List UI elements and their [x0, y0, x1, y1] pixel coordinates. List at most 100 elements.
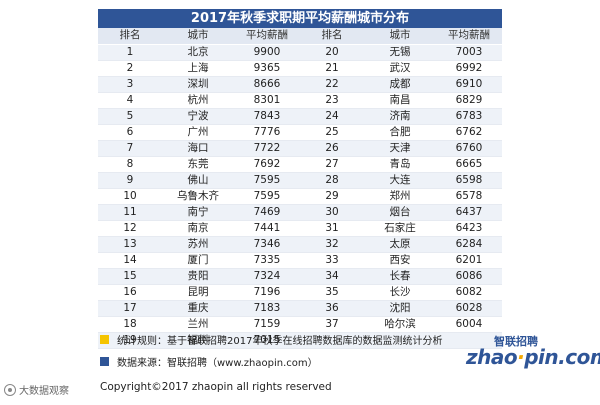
- column-header-salary: 平均薪酬: [436, 28, 502, 45]
- rank-cell: 14: [98, 252, 162, 269]
- table-row: 2 上海 9365 21 武汉 6992: [98, 60, 502, 77]
- city-cell: 乌鲁木齐: [162, 188, 234, 205]
- rank-cell: 22: [300, 76, 364, 93]
- note-source: 数据来源：智联招聘（www.zhaopin.com）: [100, 353, 442, 369]
- rank-cell: 34: [300, 268, 364, 285]
- salary-cell: 8301: [234, 92, 300, 109]
- table-row: 7 海口 7722 26 天津 6760: [98, 140, 502, 157]
- salary-cell: 7595: [234, 188, 300, 205]
- salary-cell: 7595: [234, 172, 300, 189]
- city-cell: 石家庄: [364, 220, 436, 237]
- city-cell: 海口: [162, 140, 234, 157]
- rank-cell: 7: [98, 140, 162, 157]
- table-row: 12 南京 7441 31 石家庄 6423: [98, 220, 502, 237]
- rank-cell: 5: [98, 108, 162, 125]
- table-body: 1 北京 9900 20 无锡 7003 2 上海 9365 21 武汉 6992 3 深圳 8666 22 成…: [98, 44, 502, 349]
- rank-cell: 4: [98, 92, 162, 109]
- city-cell: 昆明: [162, 284, 234, 301]
- salary-cell: 6783: [436, 108, 502, 125]
- salary-table-panel: 2017年秋季求职期平均薪酬城市分布 排名 城市 平均薪酬 排名 城市 平均薪酬…: [98, 9, 502, 349]
- table-row: 16 昆明 7196 35 长沙 6082: [98, 284, 502, 301]
- table-row: 9 佛山 7595 28 大连 6598: [98, 172, 502, 189]
- table-header-row: 排名 城市 平均薪酬 排名 城市 平均薪酬: [98, 28, 502, 45]
- table-row: 6 广州 7776 25 合肥 6762: [98, 124, 502, 141]
- copyright: Copyright©2017 zhaopin all rights reserv…: [100, 381, 332, 393]
- city-cell: [364, 332, 436, 349]
- city-cell: 北京: [162, 44, 234, 61]
- rank-cell: 2: [98, 60, 162, 77]
- city-cell: 无锡: [364, 44, 436, 61]
- salary-cell: 6910: [436, 76, 502, 93]
- rank-cell: 37: [300, 316, 364, 333]
- salary-cell: 6762: [436, 124, 502, 141]
- city-cell: 青岛: [364, 156, 436, 173]
- rank-cell: 21: [300, 60, 364, 77]
- city-cell: 宁波: [162, 108, 234, 125]
- salary-cell: 6028: [436, 300, 502, 317]
- rank-cell: 31: [300, 220, 364, 237]
- salary-cell: 7441: [234, 220, 300, 237]
- salary-cell: 6284: [436, 236, 502, 253]
- city-cell: 太原: [364, 236, 436, 253]
- salary-cell: 6829: [436, 92, 502, 109]
- salary-cell: 7692: [234, 156, 300, 173]
- table-title: 2017年秋季求职期平均薪酬城市分布: [98, 9, 502, 28]
- rank-cell: 29: [300, 188, 364, 205]
- salary-cell: 8666: [234, 76, 300, 93]
- city-cell: 烟台: [364, 204, 436, 221]
- logo-wordmark: zhao·pin.com: [466, 345, 600, 369]
- city-cell: 合肥: [364, 124, 436, 141]
- rank-cell: 8: [98, 156, 162, 173]
- table-row: 19 福州 7015: [98, 332, 502, 349]
- table-row: 3 深圳 8666 22 成都 6910: [98, 76, 502, 93]
- city-cell: 西安: [364, 252, 436, 269]
- rank-cell: 9: [98, 172, 162, 189]
- column-header-rank: 排名: [98, 28, 162, 45]
- rank-cell: 10: [98, 188, 162, 205]
- table-row: 10 乌鲁木齐 7595 29 郑州 6578: [98, 188, 502, 205]
- salary-cell: 6992: [436, 60, 502, 77]
- salary-cell: 6423: [436, 220, 502, 237]
- city-cell: 上海: [162, 60, 234, 77]
- salary-cell: 9365: [234, 60, 300, 77]
- city-cell: 南京: [162, 220, 234, 237]
- salary-cell: 7159: [234, 316, 300, 333]
- column-header-salary: 平均薪酬: [234, 28, 300, 45]
- rank-cell: 16: [98, 284, 162, 301]
- city-cell: 东莞: [162, 156, 234, 173]
- city-cell: 深圳: [162, 76, 234, 93]
- salary-cell: 7183: [234, 300, 300, 317]
- table-row: 13 苏州 7346 32 太原 6284: [98, 236, 502, 253]
- salary-cell: 6598: [436, 172, 502, 189]
- note-rule: 统计规则：基于智联招聘2017年秋季在线招聘数据库的数据监测统计分析: [100, 331, 442, 347]
- rank-cell: 1: [98, 44, 162, 61]
- city-cell: 长春: [364, 268, 436, 285]
- city-cell: 大连: [364, 172, 436, 189]
- rank-cell: 36: [300, 300, 364, 317]
- table-row: 4 杭州 8301 23 南昌 6829: [98, 92, 502, 109]
- logo-wordmark-dot: ·: [517, 345, 525, 369]
- city-cell: 哈尔滨: [364, 316, 436, 333]
- city-cell: 苏州: [162, 236, 234, 253]
- city-cell: 广州: [162, 124, 234, 141]
- salary-cell: 7776: [234, 124, 300, 141]
- salary-cell: 6578: [436, 188, 502, 205]
- salary-cell: 6082: [436, 284, 502, 301]
- salary-cell: 7843: [234, 108, 300, 125]
- salary-cell: 6004: [436, 316, 502, 333]
- salary-cell: [436, 332, 502, 349]
- salary-cell: 9900: [234, 44, 300, 61]
- salary-cell: 7335: [234, 252, 300, 269]
- yellow-square-icon: [100, 334, 109, 344]
- logo-wordmark-left: zhao: [466, 345, 518, 369]
- note-source-text: 数据来源：智联招聘（www.zhaopin.com）: [117, 357, 318, 369]
- city-cell: 重庆: [162, 300, 234, 317]
- logo-wordmark-right: pin.com: [524, 345, 600, 369]
- table-row: 17 重庆 7183 36 沈阳 6028: [98, 300, 502, 317]
- city-cell: 长沙: [364, 284, 436, 301]
- rank-cell: 18: [98, 316, 162, 333]
- city-cell: 沈阳: [364, 300, 436, 317]
- salary-cell: 6086: [436, 268, 502, 285]
- rank-cell: 27: [300, 156, 364, 173]
- zhaopin-logo: 智联招聘 zhao·pin.com: [466, 333, 600, 369]
